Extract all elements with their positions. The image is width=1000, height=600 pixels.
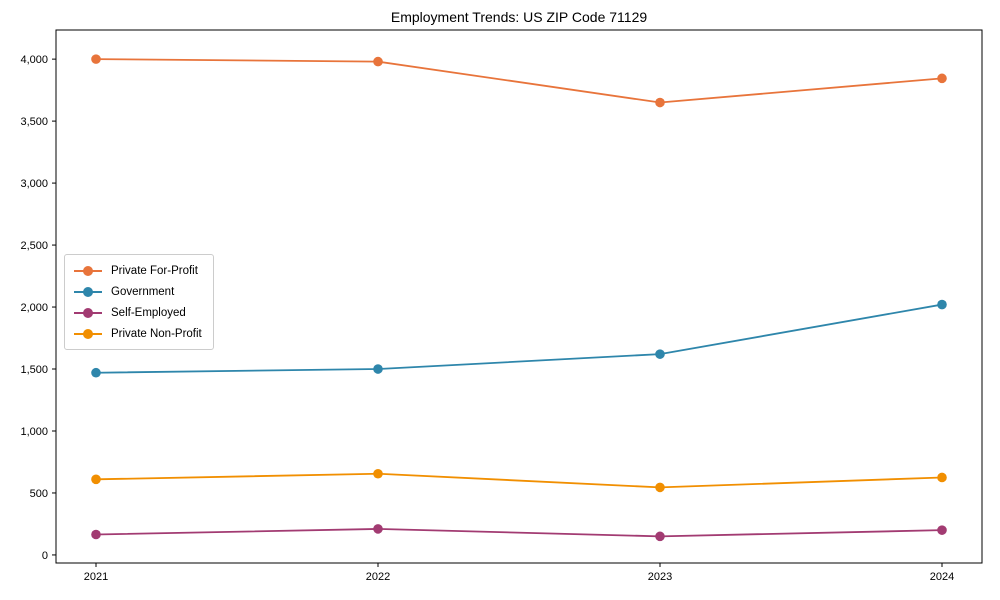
series-line	[95, 528, 943, 538]
data-point-marker	[655, 482, 665, 493]
data-point-marker	[91, 529, 101, 540]
legend: Private For-Profit Government Self-Emplo…	[64, 254, 214, 350]
line-marker-icon	[74, 307, 102, 318]
data-point-marker	[937, 73, 947, 84]
series-line	[95, 58, 943, 104]
legend-item-government: Government	[74, 284, 202, 299]
legend-label: Self-Employed	[111, 306, 186, 319]
x-tick-label: 2021	[84, 571, 108, 583]
data-point-marker	[937, 525, 947, 535]
legend-item-private-non-profit: Private Non-Profit	[74, 326, 202, 341]
y-tick-label: 2,500	[20, 240, 48, 252]
y-tick-label: 3,500	[20, 116, 48, 128]
legend-item-private-for-profit: Private For-Profit	[74, 263, 202, 278]
plot-frame	[55, 29, 983, 564]
series-line	[95, 303, 943, 374]
x-tick-label: 2024	[930, 571, 954, 583]
legend-label: Government	[111, 285, 175, 298]
y-tick-label: 2,000	[20, 302, 48, 314]
data-point-marker	[655, 97, 665, 108]
x-tick-label: 2022	[366, 571, 390, 583]
data-point-marker	[937, 299, 947, 310]
legend-label: Private Non-Profit	[111, 327, 202, 340]
data-point-marker	[937, 472, 947, 483]
line-marker-icon	[74, 328, 102, 339]
data-point-marker	[373, 468, 383, 479]
y-tick-label: 4,000	[20, 54, 48, 66]
data-point-marker	[373, 364, 383, 374]
x-tick-label: 2023	[648, 571, 672, 583]
data-point-marker	[373, 524, 383, 534]
data-point-marker	[91, 367, 101, 378]
y-tick-label: 3,000	[20, 178, 48, 190]
line-marker-icon	[74, 265, 102, 276]
series-line	[95, 472, 943, 489]
y-tick-label: 1,500	[20, 364, 48, 376]
data-point-marker	[655, 531, 665, 542]
data-point-marker	[91, 54, 101, 64]
y-tick-label: 500	[30, 488, 48, 500]
y-tick-label: 0	[42, 550, 48, 562]
data-point-marker	[655, 349, 665, 359]
chart-title: Employment Trends: US ZIP Code 71129	[390, 9, 648, 25]
legend-label: Private For-Profit	[111, 264, 198, 277]
y-tick-label: 1,000	[20, 426, 48, 438]
line-marker-icon	[74, 286, 102, 297]
legend-item-self-employed: Self-Employed	[74, 305, 202, 320]
data-point-marker	[91, 474, 101, 485]
data-point-marker	[373, 56, 383, 67]
